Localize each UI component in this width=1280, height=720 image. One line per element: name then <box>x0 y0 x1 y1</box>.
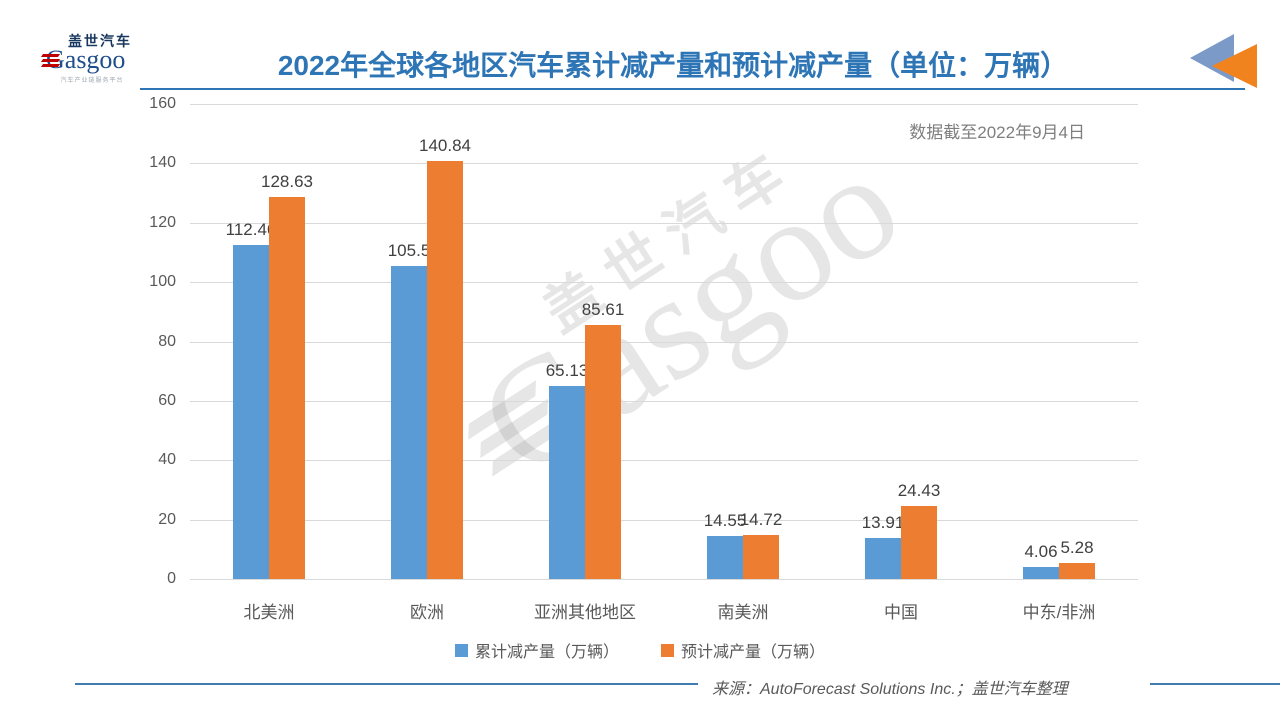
y-tick-label: 120 <box>149 213 176 231</box>
gasgoo-logo: 盖世汽车 Gasgoo 汽车产业链服务平台 <box>40 33 142 84</box>
footer-line-right <box>1150 683 1280 685</box>
source-text: 来源：AutoForecast Solutions Inc.；盖世汽车整理 <box>712 681 1068 698</box>
gridline-60 <box>190 400 1138 402</box>
data-label: 65.13 <box>545 360 589 380</box>
gridline-160 <box>190 104 1138 105</box>
logo-slogan: 汽车产业链服务平台 <box>60 78 124 84</box>
y-tick-label: 0 <box>167 570 176 587</box>
legend-swatch-icon <box>661 643 674 657</box>
legend-swatch-icon <box>454 643 468 657</box>
data-label: 5.28 <box>1060 538 1094 558</box>
y-tick-label: 20 <box>158 510 176 528</box>
bar-forecast <box>269 197 305 579</box>
gridline-120 <box>190 222 1138 224</box>
y-tick-label: 40 <box>158 451 176 469</box>
gridline-80 <box>190 341 1138 343</box>
category-label-2: 欧洲 <box>410 603 444 622</box>
data-label: 13.91 <box>861 512 905 532</box>
category-label-6: 中东/非洲 <box>1022 603 1096 622</box>
page-title: 2022年全球各地区汽车累计减产量和预计减产量（单位：万辆） <box>277 50 1069 81</box>
bar-forecast <box>585 324 621 579</box>
logo-chinese-text: 盖世汽车 <box>68 33 132 49</box>
data-cutoff-note: 数据截至2022年9月4日 <box>909 123 1085 142</box>
gridline-100 <box>190 282 1138 284</box>
y-tick-label: 140 <box>149 154 176 172</box>
gridline-40 <box>190 460 1138 462</box>
category-label-5: 中国 <box>884 603 918 622</box>
bar-cumulative <box>707 535 743 579</box>
bar-forecast <box>743 535 779 579</box>
legend-item-2: 预计减产量（万辆） <box>661 638 825 662</box>
chart-legend: 累计减产量（万辆） 预计减产量（万辆） <box>0 638 1280 662</box>
data-label: 4.06 <box>1024 541 1058 561</box>
footer-line-left <box>75 683 698 685</box>
legend-label: 预计减产量（万辆） <box>681 644 826 661</box>
bar-cumulative <box>865 537 901 579</box>
logo-stripes-icon <box>40 53 61 67</box>
data-label: 24.43 <box>897 481 941 501</box>
y-tick-label: 60 <box>158 391 176 409</box>
data-label: 128.63 <box>261 172 313 192</box>
gridline-0 <box>190 579 1138 580</box>
data-label: 14.55 <box>703 510 747 530</box>
double-left-triangle-icon <box>1190 34 1257 88</box>
bar-cumulative <box>391 265 427 579</box>
bar-forecast <box>1059 563 1095 579</box>
bar-cumulative <box>1023 566 1059 579</box>
gridline-20 <box>190 519 1138 521</box>
gridline-140 <box>190 163 1138 165</box>
category-label-1: 北美洲 <box>243 603 295 622</box>
y-tick-label: 100 <box>149 273 176 291</box>
data-label: 85.61 <box>581 299 625 319</box>
data-label: 14.72 <box>739 510 783 530</box>
data-label: 112.46 <box>225 220 277 240</box>
title-underline <box>140 88 1245 90</box>
y-tick-label: 80 <box>158 332 176 350</box>
bar-cumulative <box>233 245 269 579</box>
data-label: 105.5 <box>387 240 431 260</box>
legend-label: 累计减产量（万辆） <box>474 644 619 661</box>
legend-item-1: 累计减产量（万辆） <box>454 638 619 662</box>
category-label-4: 南美洲 <box>717 603 769 622</box>
bar-cumulative <box>549 385 585 579</box>
bar-forecast <box>901 506 937 579</box>
data-label: 140.84 <box>419 135 471 155</box>
bar-forecast <box>427 160 463 579</box>
y-tick-label: 160 <box>149 95 176 112</box>
category-label-3: 亚洲其他地区 <box>534 603 636 622</box>
